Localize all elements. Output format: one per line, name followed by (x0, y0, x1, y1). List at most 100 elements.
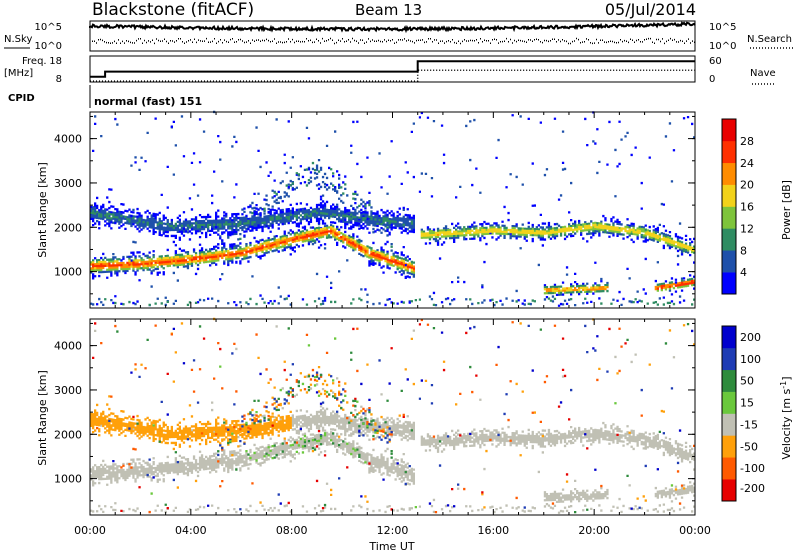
power-ytick-label-3: 4000 (54, 133, 82, 146)
power-cbar-swatch-0 (722, 272, 736, 295)
power-cbar-tick-0: 4 (740, 266, 747, 279)
power-cbar-tick-1: 8 (740, 244, 747, 257)
velocity-axes: 1000 2000 3000 4000 (54, 319, 696, 515)
station-title: Blackstone (fitACF) (92, 0, 254, 20)
power-colorbar-label: Power [dB] (780, 180, 793, 240)
power-colorbar: 4 8 12 16 20 24 28 (721, 118, 754, 295)
velocity-colorbar: 200 100 50 15 -15 -50 -100 -200 (721, 325, 765, 502)
power-cbar-swatch-2 (722, 228, 736, 251)
vel-cbar-swatch-3 (722, 413, 736, 436)
velocity-cells-2 (92, 322, 627, 512)
vel-cbar-swatch-5 (722, 369, 736, 392)
velocity-cells-7 (150, 337, 674, 509)
vel-cbar-frame (721, 325, 737, 502)
noise-ytick-right-top: 10^5 (709, 22, 736, 33)
velocity-colorbar-label-exp: -1 (779, 381, 788, 389)
velocity-colorbar-label-close: ] (780, 376, 793, 380)
velocity-ytick-label-3: 4000 (54, 340, 82, 353)
vel-cbar-swatch-6 (722, 347, 736, 371)
noise-plot (89, 21, 696, 45)
power-cbar-tick-2: 12 (740, 222, 754, 235)
power-cbar-tick-5: 24 (740, 157, 754, 170)
power-cbar-swatch-4 (722, 184, 736, 207)
time-tick-label-4: 16:00 (477, 524, 509, 537)
power-cbar-frame (721, 118, 737, 295)
nave-line (90, 69, 695, 82)
nsearch-line (92, 37, 695, 45)
vel-cbar-swatch-2 (722, 435, 736, 458)
time-tick-label-5: 20:00 (578, 524, 610, 537)
power-ylabel: Slant Range [km] (36, 162, 49, 258)
freq-ytick-top: 18 (49, 56, 62, 67)
time-tick-label-6: 00:00 (679, 524, 711, 537)
velocity-colorbar-label: Velocity [m s-1] (779, 376, 793, 459)
velocity-cbar-tick-7: -200 (740, 482, 765, 495)
velocity-cells-3 (96, 318, 696, 514)
vel-cbar-swatch-7 (722, 326, 736, 349)
power-cbar-swatch-1 (722, 250, 736, 273)
nave-ytick-bottom: 0 (709, 74, 715, 85)
freq-ytick-bottom: 8 (56, 74, 62, 85)
velocity-cbar-tick-3: 15 (740, 397, 754, 410)
velocity-colorbar-label-text: Velocity [m s (780, 388, 793, 459)
velocity-panel: 1000 2000 3000 4000 Slant Range [km] 200 100… (36, 317, 793, 516)
time-tick-label-1: 04:00 (175, 524, 207, 537)
power-cbar-swatch-5 (722, 162, 736, 185)
freq-label-2: [MHz] (4, 68, 33, 79)
power-cbar-tick-3: 16 (740, 201, 754, 214)
velocity-ytick-label-2: 3000 (54, 384, 82, 397)
power-panel: 1000 2000 3000 4000 Slant Range [km] 4 8 12 16… (36, 110, 793, 309)
cpid-label: CPID (8, 93, 35, 104)
noise-ytick-bottom: 10^0 (35, 41, 62, 52)
freq-panel: Freq. [MHz] 18 8 60 0 Nave (4, 55, 776, 85)
freq-label-1: Freq. (22, 56, 47, 67)
power-axes: 1000 2000 3000 4000 (54, 112, 696, 308)
nsky-label: N.Sky (4, 34, 32, 45)
velocity-cbar-tick-1: 100 (740, 353, 761, 366)
velocity-ytick-label-1: 2000 (54, 428, 82, 441)
velocity-cbar-tick-0: 200 (740, 331, 761, 344)
power-heatmap (90, 110, 696, 308)
nsky-line (89, 21, 696, 34)
power-cells-0 (90, 110, 696, 307)
cpid-text: normal (fast) 151 (94, 95, 202, 108)
noise-ytick-right-bottom: 10^0 (709, 41, 736, 52)
velocity-cbar-tick-4: -15 (740, 418, 758, 431)
time-axis-label: Time UT (368, 540, 414, 553)
noise-ytick-top: 10^5 (35, 22, 62, 33)
power-cells-3 (90, 111, 696, 307)
power-cells-6 (92, 223, 696, 293)
nave-ytick-top: 60 (709, 56, 722, 67)
vel-cbar-swatch-1 (722, 457, 736, 480)
velocity-ylabel: Slant Range [km] (36, 370, 49, 466)
power-ytick-label-1: 2000 (54, 221, 82, 234)
velocity-cbar-tick-5: -50 (740, 440, 758, 453)
power-ytick-label-0: 1000 (54, 266, 82, 279)
power-ytick-label-2: 3000 (54, 177, 82, 190)
power-cbar-swatch-3 (722, 206, 736, 229)
noise-panel: 10^5 10^0 10^5 10^0 N.Sky N.Search (4, 20, 794, 52)
gap-0 (417, 112, 419, 308)
velocity-cells-0 (90, 325, 696, 514)
nsearch-label: N.Search (747, 34, 792, 45)
power-cbar-swatch-7 (722, 119, 736, 142)
velocity-cells-4 (108, 324, 680, 511)
power-cbar-tick-4: 20 (740, 179, 754, 192)
power-cbar-swatch-6 (722, 140, 736, 164)
power-cells-4 (90, 161, 696, 306)
time-tick-label-0: 00:00 (74, 524, 106, 537)
velocity-ytick-label-0: 1000 (54, 473, 82, 486)
date-title: 05/Jul/2014 (605, 0, 696, 19)
beam-title: Beam 13 (355, 1, 422, 19)
time-tick-label-2: 08:00 (276, 524, 308, 537)
freq-line (90, 60, 695, 78)
vel-cbar-swatch-0 (722, 479, 736, 502)
freq-plot (90, 60, 695, 82)
nave-label: Nave (750, 68, 776, 79)
velocity-cells-6 (116, 323, 690, 514)
velocity-heatmap (90, 317, 696, 515)
vel-cbar-swatch-4 (722, 391, 736, 414)
velocity-cells-1 (90, 317, 696, 509)
velocity-cbar-tick-6: -100 (740, 462, 765, 475)
